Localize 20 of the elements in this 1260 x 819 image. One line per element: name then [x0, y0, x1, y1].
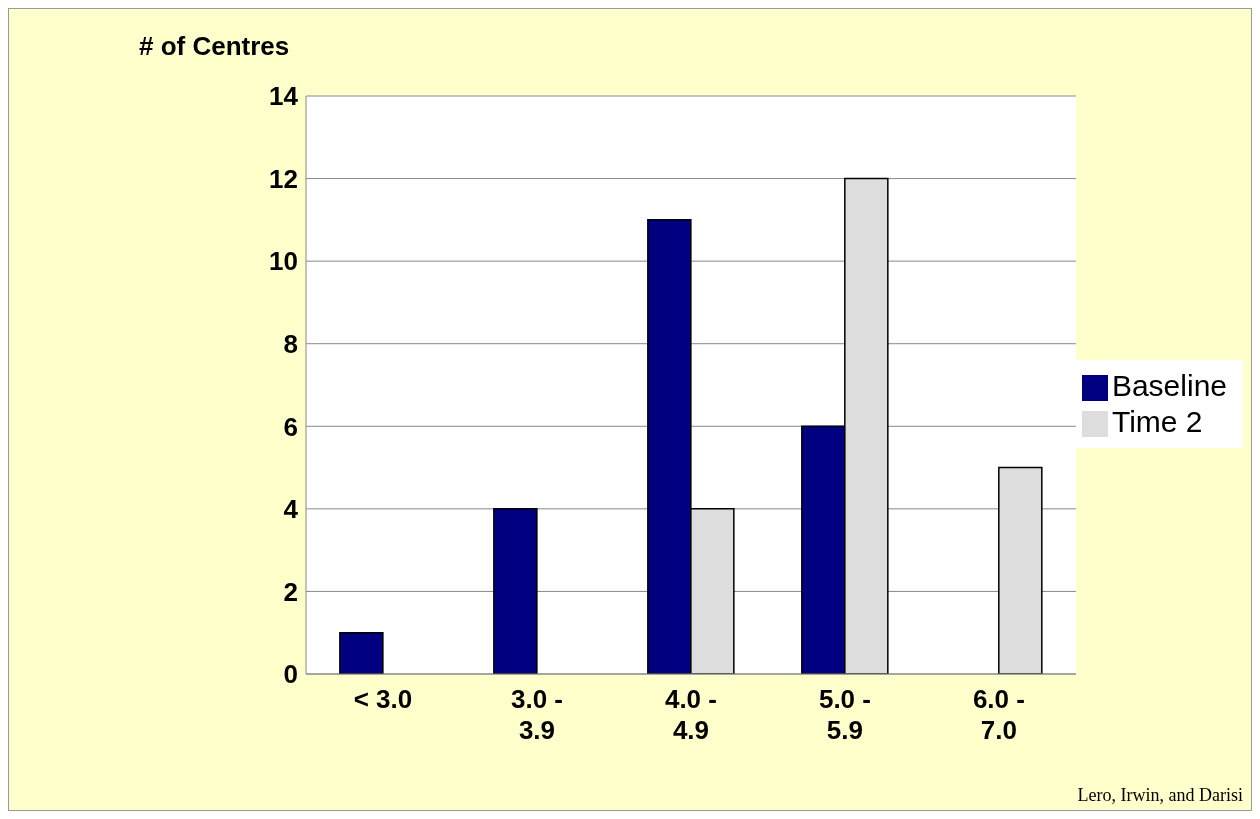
y-tick-label: 14: [269, 81, 299, 112]
y-tick-label: 8: [283, 328, 298, 359]
x-tick-label: 6.0 - 7.0: [972, 684, 1025, 745]
y-axis-title: # of Centres: [139, 31, 290, 62]
y-tick-label: 4: [283, 494, 299, 525]
bar: [339, 631, 384, 674]
text: Lero, Irwin, and Darisi: [1077, 785, 1243, 806]
y-tick-label: 0: [283, 659, 298, 690]
x-tick-label: < 3.0: [353, 684, 413, 714]
legend-label: Baseline: [1111, 369, 1227, 402]
y-tick-label: 12: [269, 163, 298, 194]
bar: [493, 508, 538, 674]
x-tick-label: 3.0 - 3.9: [510, 684, 563, 745]
y-tick-label: 2: [283, 576, 298, 607]
bar: [998, 466, 1043, 674]
x-tick-label: 4.0 - 4.9: [664, 684, 717, 745]
y-tick-label: 6: [283, 411, 298, 442]
x-tick-label: 5.0 - 5.9: [818, 684, 871, 745]
y-tick-label: 10: [269, 246, 298, 277]
legend-label: Time 2: [1111, 405, 1203, 438]
